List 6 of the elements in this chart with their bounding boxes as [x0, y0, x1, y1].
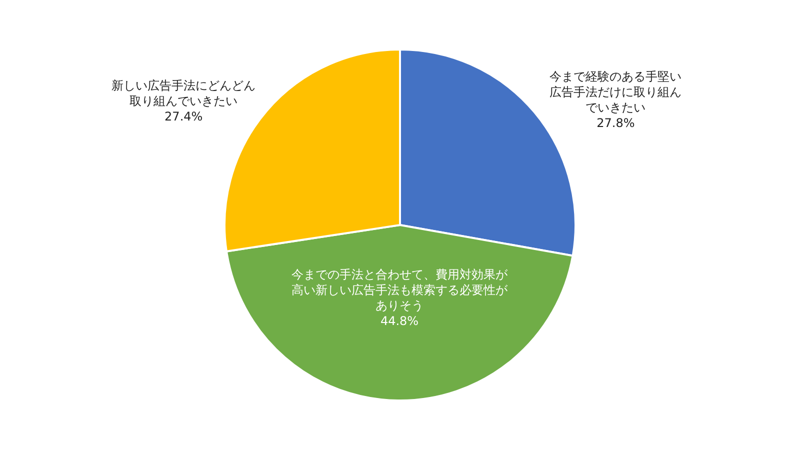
data-label: 44.8% [380, 314, 419, 328]
slice-label: 今までの手法と合わせて、費用対効果が高い新しい広告手法も模索する必要性がありそう [292, 267, 508, 313]
slice-label: 新しい広告手法にどんどん取り組んでいきたい [112, 78, 256, 108]
data-label: 27.4% [164, 110, 203, 124]
slice-label: 今まで経験のある手堅い広告手法だけに取り組んでいきたい [550, 69, 682, 115]
data-label: 27.8% [596, 116, 635, 130]
